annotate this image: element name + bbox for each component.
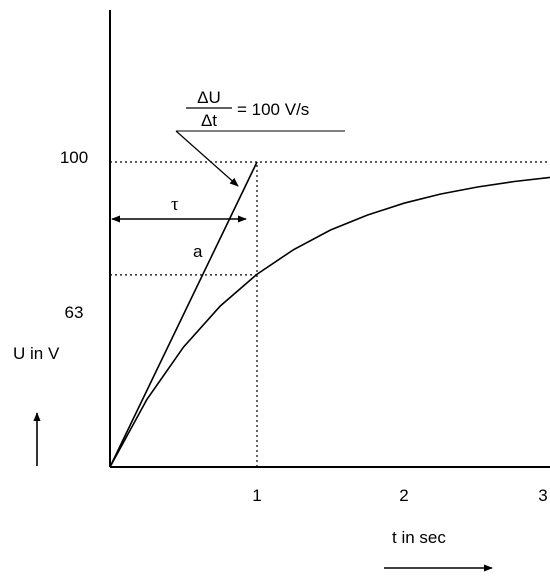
series-line-tangent-a: [109, 161, 258, 468]
tangent-label-a: a: [193, 242, 203, 261]
slope-denominator: Δt: [201, 111, 217, 130]
series-line-charging-curve: [109, 176, 550, 468]
y-axis-label: U in V: [13, 344, 60, 363]
x-tick-label-3: 3: [538, 486, 547, 505]
y-tick-label-100: 100: [60, 148, 88, 167]
slope-value: = 100 V/s: [237, 100, 309, 119]
x-tick-label-1: 1: [252, 486, 261, 505]
x-tick-label-2: 2: [399, 486, 408, 505]
tau-label: τ: [171, 194, 179, 215]
slope-pointer-arrow: [175, 130, 239, 187]
x-axis-label: t in sec: [392, 528, 446, 547]
slope-numerator: ΔU: [197, 88, 221, 107]
y-tick-label-63: 63: [65, 303, 84, 322]
